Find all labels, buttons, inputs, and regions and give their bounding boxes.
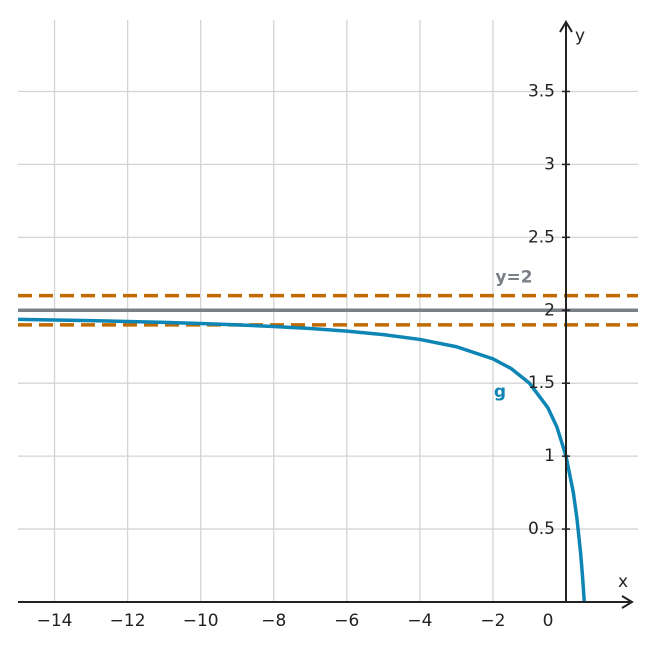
line-label: y=2	[495, 267, 532, 287]
x-arrow	[621, 595, 634, 609]
plot	[17, 293, 638, 603]
curve	[17, 317, 587, 603]
x-tick-label: −2	[480, 611, 505, 631]
x-tick-label: −8	[261, 611, 286, 631]
y-tick-label: 1	[544, 446, 555, 466]
x-tick-label: −14	[37, 611, 73, 631]
y-tick-label: 2.5	[528, 227, 555, 247]
y-tick-label: 3.5	[528, 81, 555, 101]
labels: −14 −12 −10 −8 −6 −4 −2 0 0.5 1 1.5 2 2.5 3 3.5 y=2 g	[37, 81, 570, 631]
y-tick-label: 1.5	[528, 373, 555, 393]
y-tick-label: 3	[544, 154, 555, 174]
x-tick-label: −4	[407, 611, 432, 631]
x-tick-label: 0	[543, 611, 554, 631]
x-axis-label: x	[618, 572, 628, 592]
y-axis-label: y	[575, 26, 585, 46]
curve-label: g	[494, 382, 506, 402]
x-tick-label: −10	[183, 611, 219, 631]
y-tick-label: 2	[544, 300, 555, 320]
x-tick-label: −6	[334, 611, 359, 631]
y-tick-label: 0.5	[528, 519, 555, 539]
y-arrow	[559, 20, 573, 33]
x-tick-label: −12	[110, 611, 146, 631]
